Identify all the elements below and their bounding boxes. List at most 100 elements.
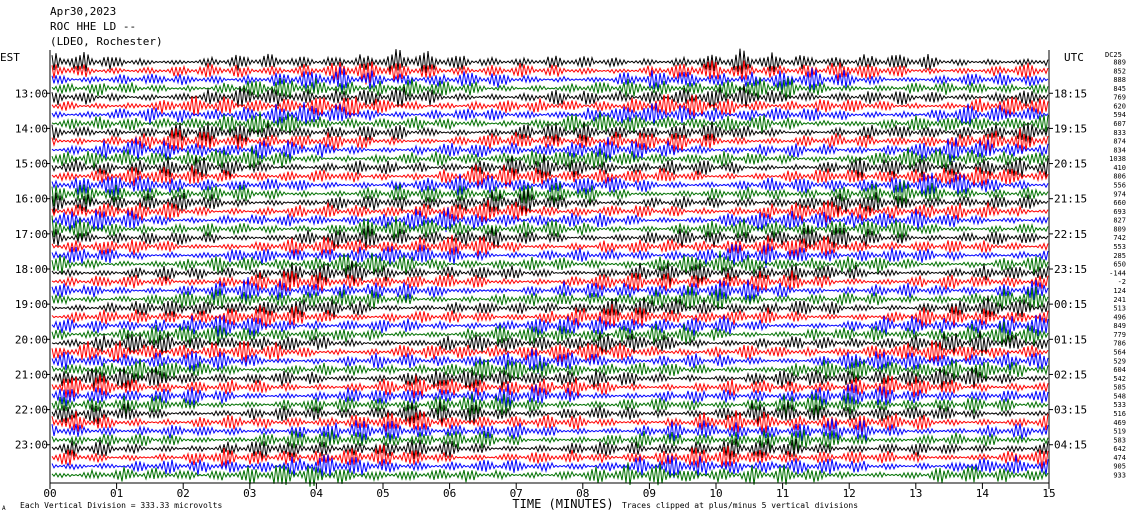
seismic-trace-41 [51,401,1049,427]
dc-offset-label: 933 [1113,472,1126,480]
dc-offset-label: 533 [1113,401,1126,409]
hour-label-utc: 00:15 [1054,298,1087,311]
seismic-trace-33 [51,330,1049,357]
dc-offset-label: 852 [1113,67,1126,75]
x-tick-label: 04 [310,487,324,500]
x-tick-label: 07 [510,487,523,500]
network-label: (LDEO, Rochester) [50,35,163,48]
hour-label-utc: 19:15 [1054,122,1087,135]
hour-label-est: 21:00 [15,368,48,381]
seismic-trace-3 [51,66,1049,93]
dc-offset-label: 833 [1113,129,1126,137]
x-tick-label: 00 [43,487,56,500]
footer-division-note: Each Vertical Division = 333.33 microvol… [20,501,222,510]
x-tick-label: 15 [1042,487,1055,500]
dc-offset-label: 516 [1113,410,1126,418]
est-label: EST [0,51,20,64]
dc-offset-label: 845 [1113,85,1126,93]
seismic-trace-37 [51,366,1049,391]
seismic-trace-26 [51,270,1049,292]
seismic-trace-2 [51,60,1049,85]
dc-offset-label: 693 [1113,208,1126,216]
dc-offset-label: -2 [1118,278,1126,286]
seismic-trace-6 [51,94,1049,119]
seismic-trace-48 [51,462,1049,487]
hour-label-utc: 21:15 [1054,193,1087,206]
dc-offset-label: 583 [1113,436,1126,444]
dc-offset-label: 827 [1113,217,1126,225]
seismic-trace-7 [51,102,1049,127]
hour-label-est: 17:00 [15,228,48,241]
dc-offset-label: 469 [1113,419,1126,427]
hour-label-est: 19:00 [15,298,48,311]
hour-label-utc: 23:15 [1054,263,1087,276]
hour-label-est: 18:00 [15,263,48,276]
dc-offset-label: 285 [1113,252,1126,260]
axes-group [46,50,1053,489]
hour-label-est: 20:00 [15,333,48,346]
x-tick-label: 14 [976,487,990,500]
dc-offset-label: 620 [1113,102,1126,110]
seismic-trace-11 [51,137,1049,163]
dc-offset-label: 513 [1113,305,1126,313]
hour-label-est: 23:00 [15,439,48,452]
seismic-trace-14 [51,164,1049,189]
seismic-trace-36 [51,358,1049,382]
hour-label-utc: 04:15 [1054,439,1087,452]
seismic-trace-42 [51,410,1049,433]
corner-mark: A [2,505,6,512]
dc-offset-label: 742 [1113,234,1126,242]
seismic-trace-10 [51,128,1049,155]
dc-offset-label: 124 [1113,287,1126,295]
seismic-trace-16 [51,180,1049,207]
utc-label: UTC [1064,51,1084,64]
dc-offset-label: 905 [1113,463,1126,471]
seismic-trace-40 [51,392,1049,417]
x-tick-label: 12 [843,487,856,500]
seismic-trace-9 [51,121,1049,145]
seismic-trace-46 [51,444,1049,470]
seismic-trace-44 [51,429,1049,453]
dc-offset-label: 874 [1113,138,1126,146]
dc-offset-label: 556 [1113,182,1126,190]
x-tick-label: 01 [110,487,123,500]
dc-offset-label: 779 [1113,331,1126,339]
dc-offset-label: 548 [1113,392,1126,400]
hour-label-est: 13:00 [15,87,48,100]
seismic-trace-23 [51,243,1049,268]
dc-offset-label: 604 [1113,366,1126,374]
dc-offset-label: 769 [1113,94,1126,102]
seismic-trace-19 [51,207,1049,233]
hour-label-utc: 20:15 [1054,158,1087,171]
seismic-trace-25 [51,260,1049,286]
seismic-trace-47 [51,454,1049,479]
hour-label-utc: 03:15 [1054,404,1087,417]
dc-offset-label: 564 [1113,348,1126,356]
seismic-trace-13 [51,153,1049,182]
hour-label-utc: 18:15 [1054,87,1087,100]
x-tick-label: 08 [576,487,589,500]
dc-offset-label: 542 [1113,375,1126,383]
dc-offset-label: 474 [1113,454,1126,462]
seismic-trace-34 [51,340,1049,364]
seismic-trace-39 [51,383,1049,408]
seismic-trace-30 [51,303,1049,330]
label-group: 00 01 02 03 04 05 06 07 08 09 10 11 12 13 14 15 13:00 14:… [0,51,1126,512]
dc-offset-label: 529 [1113,357,1126,365]
x-tick-label: 09 [643,487,656,500]
dc-header-label: DC25 [1105,51,1122,59]
dc-offset-label: 806 [1113,173,1126,181]
dc-offset-label: 809 [1113,225,1126,233]
hour-label-est: 16:00 [15,193,48,206]
seismic-trace-29 [51,295,1049,319]
seismic-trace-8 [51,111,1049,138]
x-tick-label: 03 [243,487,256,500]
footer-clip-note: Traces clipped at plus/minus 5 vertical … [622,501,858,510]
dc-offset-label: 888 [1113,76,1126,84]
dc-offset-label: 974 [1113,190,1126,198]
seismic-trace-17 [51,189,1049,217]
hour-label-utc: 22:15 [1054,228,1087,241]
hour-label-utc: 01:15 [1054,333,1087,346]
seismic-trace-24 [51,250,1049,276]
